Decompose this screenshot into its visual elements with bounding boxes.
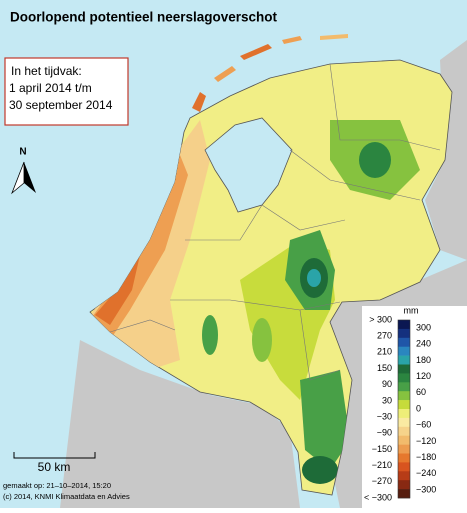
legend-right-label: −120: [416, 436, 436, 446]
limburg-wet: [300, 370, 350, 470]
legend-swatch: [398, 346, 410, 356]
legend-panel: [362, 306, 467, 508]
legend-unit: mm: [404, 305, 419, 315]
legend-swatch: [398, 355, 410, 365]
legend-swatch: [398, 462, 410, 472]
province-borders: [109, 63, 441, 381]
legend-left-label: −210: [372, 460, 392, 470]
scale-bar: [13, 452, 96, 459]
legend-swatch: [398, 373, 410, 383]
extreme-wet: [307, 269, 321, 287]
legend-swatch: [398, 471, 410, 481]
legend-swatch: [398, 337, 410, 347]
footer-line: gemaakt op: 21–10–2014, 15:20: [3, 481, 111, 490]
legend-swatch: [398, 417, 410, 428]
legend-left-label: 90: [382, 379, 392, 389]
legend-swatch: [398, 400, 410, 410]
legend-left-label: 210: [377, 347, 392, 357]
legend-right-label: −60: [416, 420, 431, 430]
island: [282, 36, 302, 44]
legend-right-label: 240: [416, 339, 431, 349]
legend-swatch: [398, 435, 410, 445]
scale-label: 50 km: [38, 460, 71, 474]
island: [192, 92, 206, 112]
legend-swatch: [398, 382, 410, 392]
ijsselmeer: [204, 117, 293, 213]
island: [240, 44, 272, 60]
legend-swatch: [398, 453, 410, 463]
legend-left-label: 150: [377, 363, 392, 373]
legend-left-label: −270: [372, 476, 392, 486]
island: [320, 34, 348, 40]
info-line: 1 april 2014 t/m: [9, 81, 92, 95]
belgium: [60, 340, 300, 508]
legend-right-label: −300: [416, 484, 436, 494]
legend-right-label: 300: [416, 322, 431, 332]
legend-swatch: [398, 391, 410, 401]
legend-frame: [397, 319, 411, 499]
legend-swatch: [398, 364, 410, 374]
legend-left-label: −30: [377, 411, 392, 421]
info-line: In het tijdvak:: [11, 64, 82, 78]
brabant-wet: [202, 315, 218, 355]
north-east-core: [359, 142, 391, 178]
limburg-core: [302, 456, 338, 484]
legend-swatch: [398, 444, 410, 454]
legend-left-label: 30: [382, 395, 392, 405]
legend-swatch: [398, 480, 410, 490]
legend: > 300 270 210 150 90 30 −30 −90 −150 −210 −270 < −3…: [364, 314, 436, 502]
legend-swatch: [398, 328, 410, 339]
title: Doorlopend potentieel neerslagoverschot: [10, 10, 278, 25]
legend-right-label: −180: [416, 452, 436, 462]
north-arrow: [24, 162, 36, 193]
info-line: 30 september 2014: [9, 98, 113, 112]
legend-swatch: [398, 409, 410, 419]
legend-right-label: 120: [416, 371, 431, 381]
legend-swatch: [398, 426, 410, 436]
legend-right-label: −240: [416, 468, 436, 478]
legend-left-label: > 300: [369, 314, 392, 324]
legend-left-label: −150: [372, 444, 392, 454]
brabant-wet-2: [252, 318, 272, 362]
legend-left-label: 270: [377, 331, 392, 341]
north-label: N: [19, 147, 26, 158]
legend-right-label: 60: [416, 387, 426, 397]
footer-line: (c) 2014, KNMI Klimaatdata en Advies: [3, 492, 130, 501]
info-box: [4, 57, 129, 126]
legend-left-label: −90: [377, 428, 392, 438]
legend-swatch: [398, 489, 410, 499]
legend-swatch: [398, 320, 410, 330]
island: [214, 66, 236, 82]
legend-left-label: < −300: [364, 492, 392, 502]
legend-right-label: 0: [416, 403, 421, 413]
legend-right-label: 180: [416, 355, 431, 365]
north-arrow: [11, 161, 25, 195]
